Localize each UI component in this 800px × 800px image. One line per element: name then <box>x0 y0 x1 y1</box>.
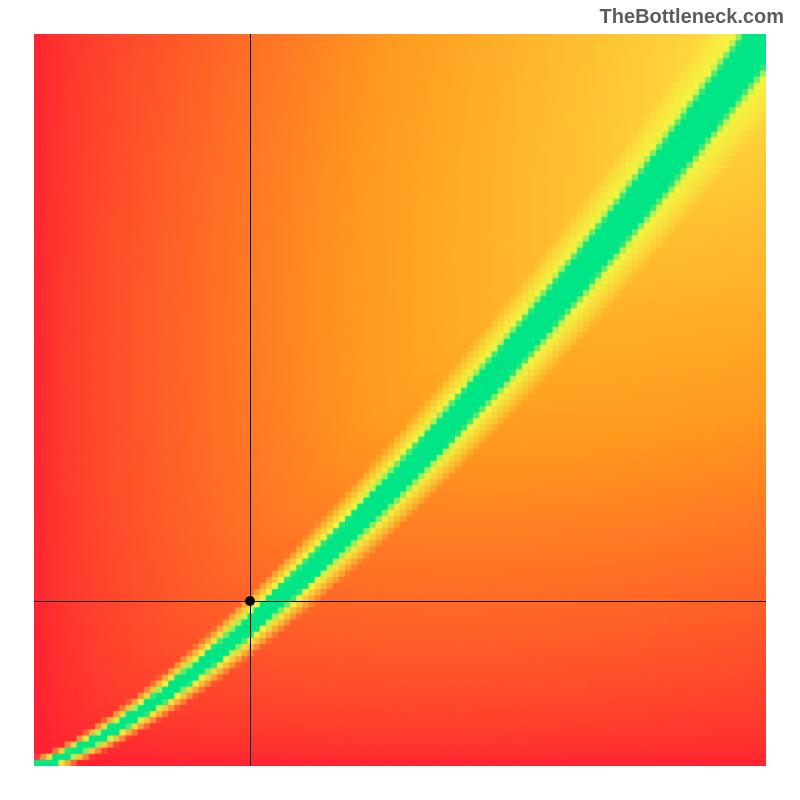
bottleneck-heatmap <box>34 34 766 766</box>
chart-container: TheBottleneck.com <box>0 0 800 800</box>
data-point-marker <box>245 596 255 606</box>
crosshair-vertical <box>250 34 251 766</box>
watermark-text: TheBottleneck.com <box>600 6 784 29</box>
crosshair-horizontal <box>34 601 766 602</box>
